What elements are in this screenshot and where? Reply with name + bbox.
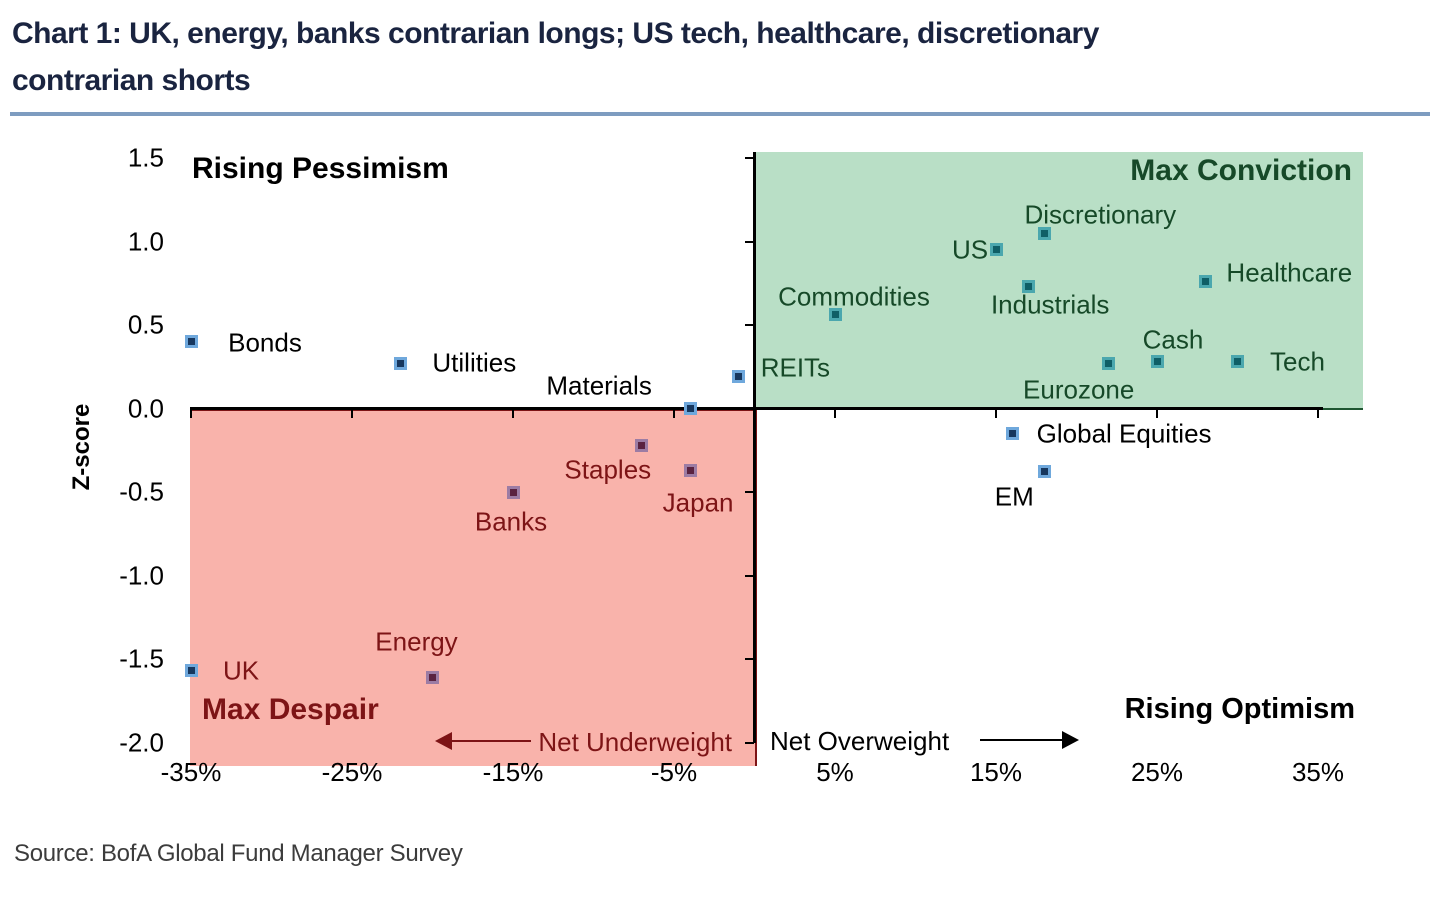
y-tick-mark [745, 491, 754, 493]
x-tick-mark [190, 410, 192, 418]
data-point-marker-staples [635, 438, 649, 452]
quadrant-label-max-conviction: Max Conviction [1130, 154, 1352, 187]
data-point-marker-industrials [1021, 280, 1035, 294]
y-tick-mark [745, 658, 754, 660]
y-axis-line [753, 152, 756, 743]
data-point-marker-tech [1231, 355, 1244, 369]
y-tick-label: -2.0 [119, 727, 164, 757]
y-tick-mark [745, 574, 754, 577]
data-point-marker-reits [731, 370, 745, 384]
left-arrow-icon [435, 732, 452, 750]
y-tick-label: 1.5 [127, 142, 164, 173]
data-point-marker-commodities [828, 308, 842, 322]
data-point-marker-eurozone [1102, 356, 1116, 370]
net-overweight-arrow-line [980, 739, 1062, 741]
quadrant-label-max-despair: Max Despair [202, 693, 379, 726]
x-tick-label: -15% [482, 757, 544, 787]
data-point-label-discretionary: Discretionary [1024, 199, 1177, 230]
chart-title: Chart 1: UK, energy, banks contrarian lo… [12, 10, 1412, 104]
data-point-label-japan: Japan [662, 487, 734, 518]
x-tick-label: -35% [160, 757, 222, 787]
x-tick-label: 15% [969, 757, 1023, 787]
max-despair-region [190, 409, 757, 766]
y-tick-mark [745, 324, 754, 326]
data-point-label-em: EM [994, 481, 1034, 512]
y-tick-mark [745, 741, 754, 744]
source-note: Source: BofA Global Fund Manager Survey [14, 840, 463, 867]
data-point-label-reits: REITs [760, 352, 831, 383]
data-point-label-global-equities: Global Equities [1036, 418, 1212, 449]
data-point-marker-healthcare [1198, 275, 1212, 289]
x-tick-mark [673, 410, 675, 418]
data-point-label-utilities: Utilities [432, 347, 517, 378]
x-tick-label: -5% [650, 757, 698, 787]
net-underweight-label: Net Underweight [538, 727, 732, 757]
data-point-marker-utilities [393, 356, 407, 370]
data-point-label-energy: Energy [375, 626, 458, 657]
data-point-label-uk: UK [222, 655, 260, 686]
data-point-label-banks: Banks [474, 506, 548, 537]
x-tick-mark [1317, 410, 1319, 418]
x-tick-label: -25% [321, 757, 383, 787]
right-arrow-icon [1062, 731, 1079, 749]
data-point-label-tech: Tech [1270, 346, 1325, 377]
max-conviction-region [754, 152, 1363, 410]
data-point-label-healthcare: Healthcare [1226, 257, 1353, 288]
data-point-marker-cash [1150, 355, 1164, 369]
y-tick-label: 1.0 [127, 226, 164, 256]
data-point-marker-discretionary [1037, 226, 1051, 240]
y-tick-mark [745, 240, 754, 243]
y-tick-mark [745, 157, 754, 159]
x-tick-mark [995, 410, 997, 418]
scatter-chart: -35% -25% -15% -5% 5% 15% 25% 35% 1.5 1.0 0.5 0.0 -0… [0, 130, 1439, 810]
data-point-label-us: US [951, 234, 989, 265]
data-point-label-industrials: Industrials [990, 289, 1110, 320]
y-tick-label: -0.5 [119, 476, 164, 507]
chart-title-line1: Chart 1: UK, energy, banks contrarian lo… [12, 17, 1099, 50]
y-tick-mark [745, 407, 754, 410]
data-point-marker-global-equities [1005, 427, 1019, 441]
data-point-label-commodities: Commodities [778, 281, 930, 312]
data-point-label-cash: Cash [1142, 324, 1204, 355]
x-tick-mark [351, 410, 353, 418]
data-point-label-staples: Staples [564, 454, 652, 485]
y-tick-label: 0.0 [127, 393, 164, 423]
quadrant-label-rising-optimism: Rising Optimism [1124, 693, 1355, 725]
data-point-marker-bonds [184, 335, 198, 349]
data-point-marker-us [989, 243, 1003, 257]
x-tick-label: 25% [1130, 757, 1184, 787]
y-tick-label: 0.5 [127, 309, 164, 340]
data-point-marker-banks [506, 485, 520, 499]
x-tick-mark [1156, 410, 1158, 418]
chart-title-line2: contrarian shorts [12, 64, 251, 97]
data-point-marker-materials [683, 402, 697, 415]
data-point-label-eurozone: Eurozone [1023, 374, 1135, 405]
y-axis-title: Z-score [68, 403, 95, 491]
y-tick-label: -1.5 [119, 643, 164, 674]
data-point-label-bonds: Bonds [228, 327, 302, 358]
data-point-marker-energy [426, 670, 439, 684]
net-underweight-arrow-line [451, 740, 531, 742]
x-tick-label: 35% [1291, 757, 1345, 787]
data-point-marker-em [1037, 465, 1051, 479]
y-tick-label: -1.0 [119, 560, 164, 590]
data-point-marker-japan [683, 463, 697, 477]
x-axis-line [190, 407, 1323, 410]
data-point-marker-uk [184, 664, 198, 678]
x-tick-mark [512, 410, 514, 418]
net-overweight-label: Net Overweight [770, 726, 950, 756]
title-divider [10, 112, 1430, 116]
data-point-label-materials: Materials [546, 370, 652, 400]
x-tick-mark [834, 410, 836, 418]
x-tick-label: 5% [816, 757, 854, 787]
quadrant-label-rising-pessimism: Rising Pessimism [192, 152, 449, 185]
